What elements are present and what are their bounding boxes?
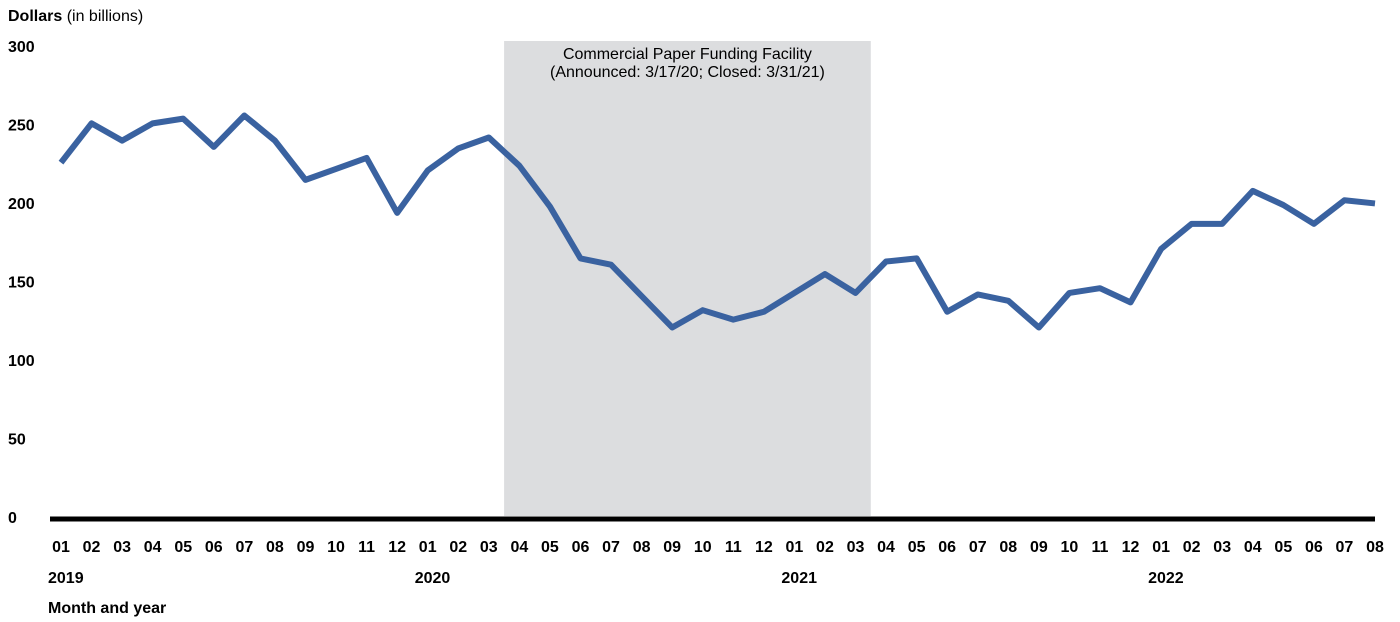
x-group-label: 2020 [415,570,451,587]
x-tick-label: 01 [52,539,70,556]
x-group-label: 2019 [48,570,84,587]
annotation-text: (Announced: 3/17/20; Closed: 3/31/21) [550,64,825,81]
x-group-label: 2021 [781,570,817,587]
x-tick-label: 04 [1244,539,1262,556]
x-tick-label: 08 [633,539,651,556]
x-tick-label: 12 [388,539,406,556]
data-line [58,112,1376,331]
x-tick-label: 02 [83,539,101,556]
x-tick-label: 06 [572,539,590,556]
x-tick-label: 10 [1061,539,1079,556]
x-tick-label: 10 [694,539,712,556]
y-axis-unit: (in billions) [67,8,143,25]
x-tick-label: 02 [816,539,834,556]
x-tick-label: 03 [1213,539,1231,556]
y-tick-label: 200 [8,196,35,213]
x-tick-label: 04 [144,539,162,556]
y-axis-label: Dollars [8,8,62,25]
x-tick-label: 02 [449,539,467,556]
x-tick-label: 06 [1305,539,1323,556]
x-tick-label: 08 [999,539,1017,556]
x-tick-label: 05 [908,539,926,556]
x-tick-label: 03 [113,539,131,556]
x-tick-label: 09 [1030,539,1048,556]
x-tick-label: 07 [235,539,253,556]
x-tick-label: 11 [1092,539,1109,556]
x-tick-label: 01 [1152,539,1170,556]
x-tick-label: 04 [877,539,895,556]
x-tick-label: 11 [358,539,375,556]
shaded-period [504,41,871,516]
x-tick-label: 07 [602,539,620,556]
x-tick-label: 07 [969,539,987,556]
y-tick-label: 100 [8,353,35,370]
x-axis-title: Month and year [48,600,166,617]
x-tick-label: 08 [266,539,284,556]
x-tick-label: 11 [725,539,742,556]
x-tick-label: 05 [541,539,559,556]
x-tick-label: 06 [205,539,223,556]
annotation-text: Commercial Paper Funding Facility [563,46,812,63]
x-tick-label: 10 [327,539,345,556]
x-tick-label: 05 [1274,539,1292,556]
x-group-label: 2022 [1148,570,1184,587]
y-tick-label: 300 [8,39,35,56]
x-tick-label: 12 [755,539,773,556]
x-tick-label: 02 [1183,539,1201,556]
x-tick-label: 08 [1366,539,1384,556]
x-tick-label: 09 [663,539,681,556]
x-tick-label: 09 [297,539,315,556]
x-tick-label: 01 [419,539,437,556]
y-tick-label: 50 [8,432,26,449]
x-tick-label: 03 [480,539,498,556]
x-tick-label: 12 [1122,539,1140,556]
x-tick-label: 05 [174,539,192,556]
y-tick-label: 250 [8,118,35,135]
x-tick-label: 04 [510,539,528,556]
y-tick-label: 150 [8,275,35,292]
y-axis-title: Dollars (in billions) [8,8,143,25]
x-tick-label: 01 [785,539,803,556]
x-tick-label: 03 [847,539,865,556]
x-tick-label: 06 [938,539,956,556]
y-tick-label: 0 [8,510,17,527]
x-tick-label: 07 [1336,539,1354,556]
